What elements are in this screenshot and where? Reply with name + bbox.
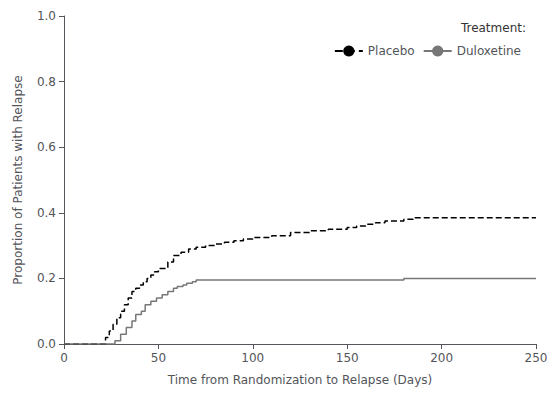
svg-text:150: 150 [336,351,359,365]
svg-text:200: 200 [430,351,453,365]
svg-text:0.0: 0.0 [37,337,56,351]
svg-text:50: 50 [151,351,166,365]
svg-text:0.2: 0.2 [37,271,56,285]
svg-text:0: 0 [60,351,68,365]
svg-text:Duloxetine: Duloxetine [457,44,521,58]
svg-text:250: 250 [525,351,548,365]
svg-text:Placebo: Placebo [368,44,415,58]
svg-text:Treatment:: Treatment: [460,21,526,35]
svg-text:0.6: 0.6 [37,140,56,154]
svg-text:Time from Randomization to Rel: Time from Randomization to Relapse (Days… [167,373,433,387]
svg-text:100: 100 [241,351,264,365]
svg-text:Proportion of Patients with Re: Proportion of Patients with Relapse [11,75,25,284]
svg-text:1.0: 1.0 [37,9,56,23]
svg-text:0.8: 0.8 [37,75,56,89]
svg-text:0.4: 0.4 [37,206,56,220]
